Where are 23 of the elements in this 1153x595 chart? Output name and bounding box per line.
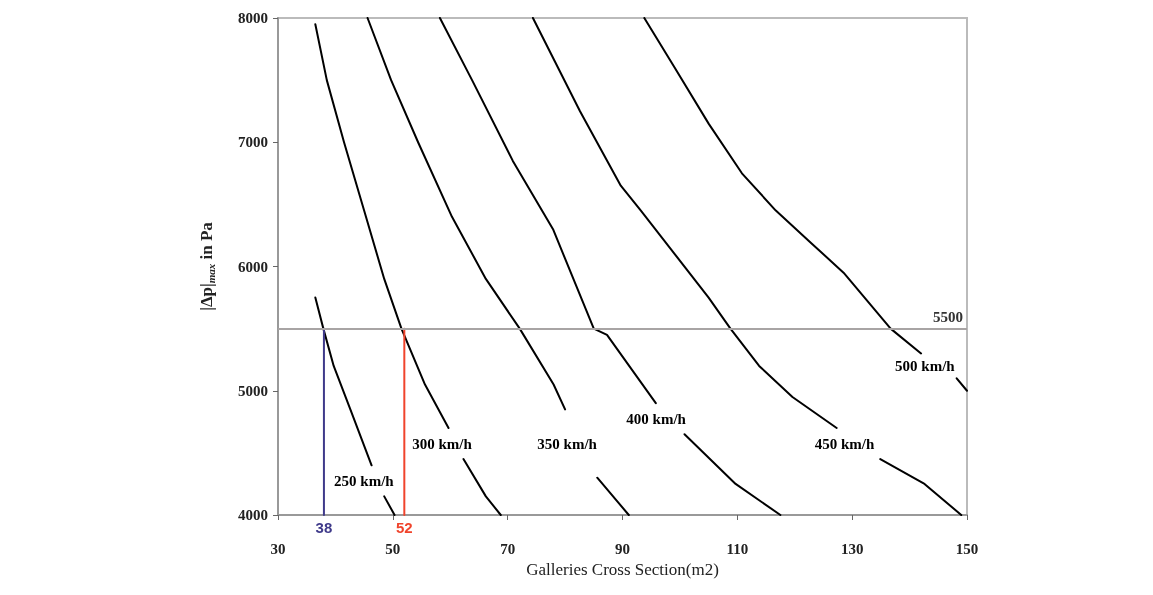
x-tick-label: 50 — [385, 540, 401, 557]
y-axis-title: |Δp|max in Pa — [197, 221, 217, 311]
x-tick-label: 90 — [615, 540, 630, 557]
series-label: 300 km/h — [412, 435, 473, 452]
y-tick-label: 5000 — [238, 382, 268, 399]
ref-line-label: 5500 — [933, 309, 963, 326]
annotation: 52 — [395, 519, 413, 536]
y-tick-label: 8000 — [238, 10, 268, 26]
y-tick-label: 4000 — [238, 507, 268, 523]
x-axis-title: Galleries Cross Section(m2) — [526, 559, 719, 579]
series-label: 350 km/h — [537, 435, 598, 452]
annotation: 38 — [315, 519, 333, 536]
y-tick-label: 7000 — [238, 134, 268, 151]
x-tick-label: 150 — [955, 540, 979, 557]
x-tick-label: 70 — [500, 540, 516, 557]
series-label: 450 km/h — [814, 435, 875, 452]
series-label: 400 km/h — [626, 410, 687, 427]
y-tick-label: 6000 — [238, 258, 268, 275]
x-tick-label: 130 — [840, 540, 864, 557]
x-tick-label: 30 — [270, 540, 286, 557]
series-label: 250 km/h — [334, 472, 395, 489]
series-label: 500 km/h — [895, 357, 956, 374]
x-tick-label: 110 — [726, 540, 749, 557]
